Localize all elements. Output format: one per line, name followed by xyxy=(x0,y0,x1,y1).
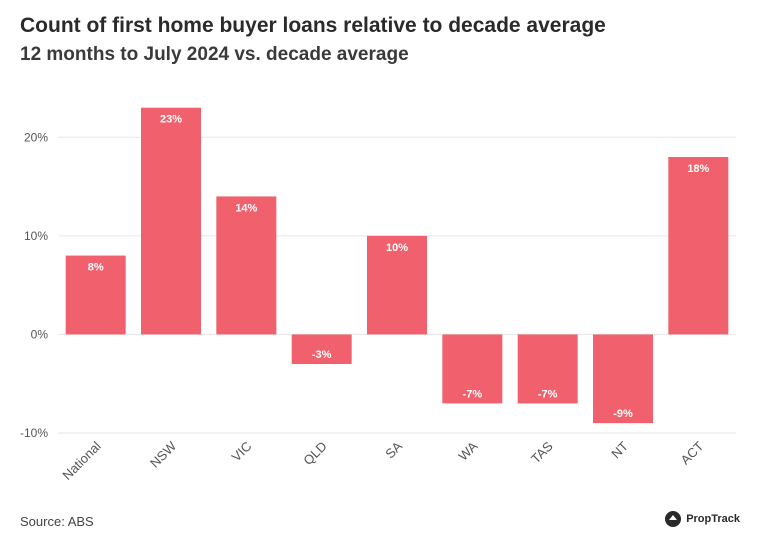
x-tick-label: TAS xyxy=(528,438,556,466)
data-label: 18% xyxy=(687,163,709,175)
data-label: -7% xyxy=(463,388,483,400)
bar-chart: -10% 0% 10% 20% 8% National 23% NSW 14% VIC -3% QLD… xyxy=(20,107,736,483)
x-tick-label: ACT xyxy=(677,438,706,467)
bar xyxy=(216,196,277,335)
x-tick-label: SA xyxy=(382,438,405,461)
x-tick-label: VIC xyxy=(229,439,255,465)
data-label: 23% xyxy=(160,114,182,126)
data-label: 8% xyxy=(88,262,104,274)
x-tick-label: WA xyxy=(455,438,480,463)
data-label: -7% xyxy=(538,388,558,400)
bar xyxy=(517,334,578,404)
bar xyxy=(367,235,427,335)
data-label: -3% xyxy=(312,349,332,361)
bar xyxy=(593,334,653,424)
bar xyxy=(442,334,503,404)
x-tick-label: NSW xyxy=(147,438,180,471)
y-tick-label: 0% xyxy=(31,327,49,341)
bar xyxy=(65,255,126,335)
x-tick-label: QLD xyxy=(300,439,330,469)
brand-name: PropTrack xyxy=(686,513,740,525)
data-label: 14% xyxy=(235,202,257,214)
y-tick-label: 10% xyxy=(24,229,48,243)
proptrack-logo-icon xyxy=(665,511,682,527)
bar xyxy=(141,107,201,335)
x-tick-label: National xyxy=(59,438,103,482)
brand-logo: PropTrack xyxy=(665,511,740,527)
bar xyxy=(668,157,729,335)
y-tick-label: 20% xyxy=(24,130,48,144)
source-note: Source: ABS xyxy=(20,514,94,529)
chart-subtitle: 12 months to July 2024 vs. decade averag… xyxy=(20,44,409,65)
data-label: -9% xyxy=(613,408,633,420)
bar xyxy=(291,334,352,364)
chart-title: Count of first home buyer loans relative… xyxy=(20,14,606,37)
y-tick-label: -10% xyxy=(20,426,48,440)
data-label: 10% xyxy=(386,242,408,254)
x-tick-label: NT xyxy=(608,438,631,461)
